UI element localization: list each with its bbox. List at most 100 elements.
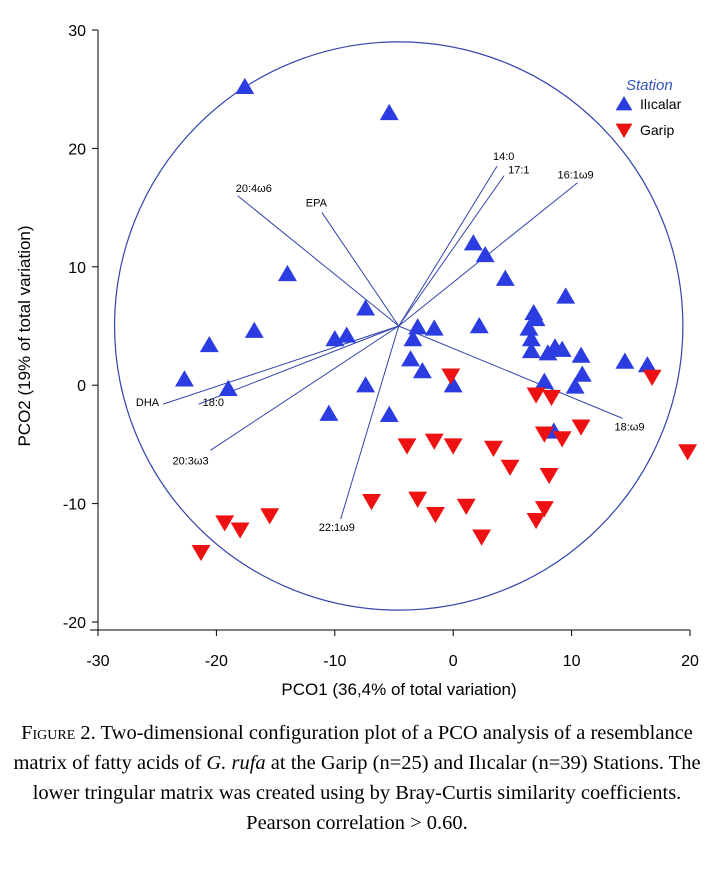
point-ilicalar (475, 245, 495, 263)
vector-label: 17:1 (508, 165, 529, 177)
x-tick-label: -20 (205, 653, 228, 670)
point-garip (362, 494, 381, 511)
x-tick-label: -30 (86, 653, 109, 670)
point-ilicalar (319, 404, 339, 421)
point-ilicalar (337, 326, 357, 343)
point-ilicalar (277, 264, 297, 282)
y-tick-label: 10 (68, 260, 86, 277)
y-axis-title: PCO2 (19% of total variation) (15, 225, 34, 446)
vector-label: 20:4ω6 (236, 183, 272, 195)
legend: Station Ilıcalar Garip (615, 77, 682, 138)
vector-label: 18:0 (203, 397, 224, 409)
correlation-circle-outline (113, 41, 684, 611)
x-tick-label: -10 (323, 653, 346, 670)
point-ilicalar (572, 365, 592, 382)
vector-label: 14:0 (493, 151, 514, 163)
point-garip (441, 368, 461, 385)
point-ilicalar (235, 77, 255, 95)
point-ilicalar (637, 356, 657, 373)
point-garip (642, 369, 662, 386)
point-ilicalar (424, 319, 444, 336)
point-ilicalar (403, 330, 423, 347)
point-ilicalar (379, 405, 399, 422)
caption-text-2: at the Garip (n=25) and Ilıcalar (n=39) … (32, 752, 701, 834)
point-garip (539, 467, 559, 485)
point-garip (500, 459, 520, 476)
point-ilicalar (379, 103, 399, 121)
y-tick-label: 30 (68, 23, 86, 40)
point-ilicalar (521, 341, 541, 359)
point-garip (526, 512, 546, 530)
point-ilicalar (556, 287, 576, 304)
point-garip (472, 529, 492, 546)
vector-line (340, 325, 400, 520)
vector-label: 18:ω9 (615, 421, 645, 433)
vector-label: 20:3ω3 (172, 455, 208, 467)
y-tick-label: 20 (68, 141, 86, 158)
axis-labels: PCO1 (36,4% of total variation) PCO2 (19… (15, 225, 517, 699)
point-garip (215, 515, 235, 532)
point-ilicalar (244, 321, 264, 338)
legend-label-ilicalar: Ilıcalar (640, 96, 682, 112)
point-ilicalar (495, 269, 515, 286)
point-garip (443, 438, 463, 455)
point-garip (425, 507, 445, 524)
vector-label: DHA (136, 397, 160, 409)
point-garip (552, 431, 572, 448)
point-ilicalar (401, 350, 421, 367)
vector-line (398, 175, 505, 327)
point-garip (230, 522, 250, 539)
figure-label: Figure (21, 722, 76, 744)
point-ilicalar (408, 318, 428, 335)
pco-chart: -30 -20 -10 0 10 20 -20 -10 0 10 20 30 14:0 17:1 16:1… (15, 23, 699, 699)
point-ilicalar (356, 299, 376, 316)
axes: -30 -20 -10 0 10 20 -20 -10 0 10 20 30 (63, 23, 699, 670)
point-ilicalar (538, 344, 558, 361)
point-garip (408, 491, 428, 508)
legend-label-garip: Garip (640, 122, 674, 138)
point-ilicalar (469, 317, 489, 334)
point-garip (456, 498, 476, 515)
point-ilicalar (519, 319, 539, 336)
point-ilicalar (174, 370, 194, 387)
point-garip (534, 426, 554, 443)
species-name: G. rufa (206, 752, 266, 774)
x-tick-label: 10 (563, 653, 581, 670)
point-ilicalar (218, 379, 238, 396)
y-tick-label: -10 (63, 497, 86, 514)
vector-line (210, 325, 400, 451)
point-ilicalar (412, 361, 432, 379)
point-ilicalar (571, 346, 591, 363)
point-ilicalar (521, 330, 541, 347)
point-garip (424, 433, 444, 450)
point-garip (397, 438, 417, 455)
x-axis-title: PCO1 (36,4% of total variation) (281, 680, 516, 699)
point-garip (484, 440, 503, 457)
point-garip (534, 501, 554, 518)
point-garip (191, 544, 211, 562)
correlation-circle (113, 41, 684, 611)
vector-label: EPA (306, 197, 328, 209)
y-tick-label: 0 (77, 378, 86, 395)
x-tick-label: 20 (681, 653, 699, 670)
point-ilicalar (534, 372, 554, 389)
legend-marker-garip (615, 123, 633, 138)
x-tick-label: 0 (449, 653, 458, 670)
vector-line (398, 325, 623, 419)
point-ilicalar (526, 309, 546, 327)
point-ilicalar (552, 340, 572, 357)
point-ilicalar (615, 352, 635, 369)
vector-label: 16:1ω9 (558, 170, 594, 182)
point-garip (526, 387, 546, 404)
data-points (174, 77, 698, 562)
point-garip (542, 389, 561, 407)
figure-caption: Figure 2. Two-dimensional configuration … (10, 718, 704, 838)
legend-title: Station (626, 77, 673, 94)
caption-text-1: Two-dimensional configuration plot of a … (13, 722, 693, 774)
vector-line (237, 195, 400, 327)
point-garip (678, 444, 698, 461)
figure-number: 2. (80, 722, 96, 744)
y-tick-label: -20 (63, 615, 86, 632)
point-ilicalar (325, 330, 345, 347)
vector-label: 22:1ω9 (319, 522, 355, 534)
